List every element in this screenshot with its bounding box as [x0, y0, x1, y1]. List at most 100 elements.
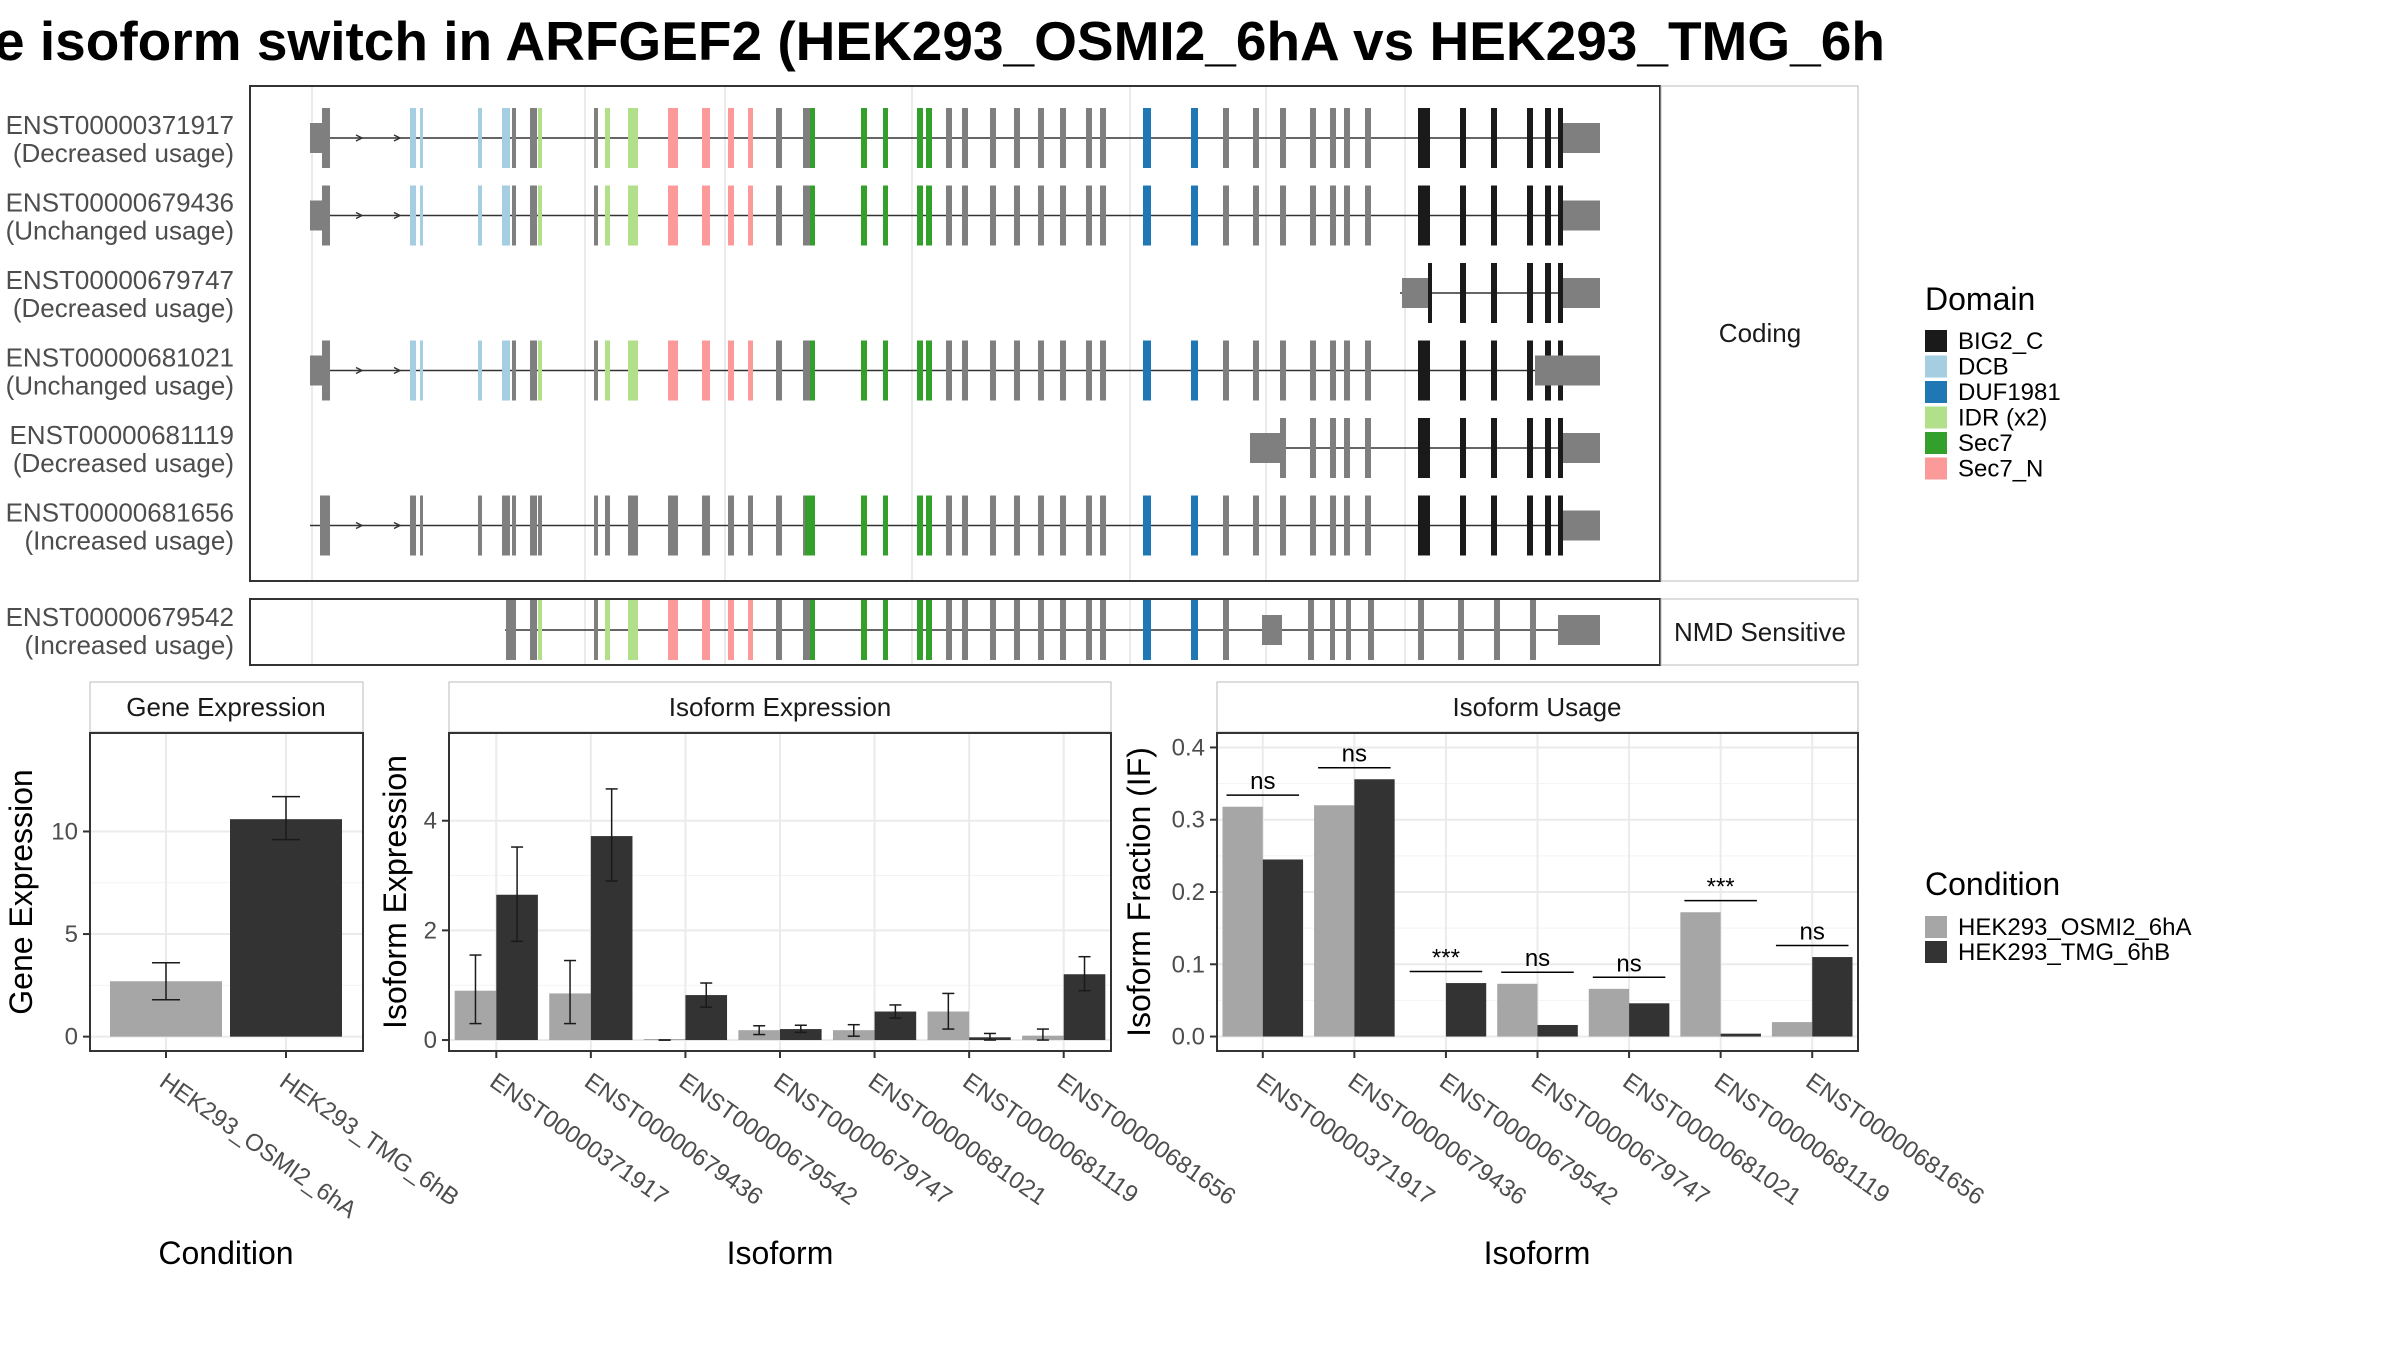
exon — [1330, 495, 1336, 556]
domain-legend-swatch — [1925, 432, 1947, 454]
exon-idr-x2- — [538, 600, 542, 660]
exon — [530, 108, 537, 168]
exon — [1310, 418, 1316, 478]
transcript-usage-label: (Unchanged usage) — [6, 371, 234, 401]
exon — [502, 495, 510, 556]
strand-arrow-icon — [393, 366, 402, 375]
exon-duf1981 — [1143, 600, 1151, 660]
exon-sec7 — [917, 108, 923, 168]
exon — [1223, 340, 1229, 401]
exon — [803, 108, 810, 168]
gene-expression-xlabel: Condition — [158, 1235, 293, 1271]
isoform-usage-strip-label: Isoform Usage — [1452, 692, 1621, 722]
exon-big2-c — [1558, 263, 1563, 323]
exon-big2-c — [1545, 495, 1551, 556]
nmd-strip — [1660, 598, 1859, 666]
utr-exon-3prime — [1558, 615, 1600, 645]
exon-sec7 — [917, 340, 923, 401]
isoform-expression-xlabel: Isoform — [727, 1235, 834, 1271]
bar — [780, 1029, 822, 1041]
exon-big2-c — [1527, 495, 1533, 556]
exon-idr-x2- — [605, 600, 610, 660]
nmd-strip-label: NMD Sensitive — [1674, 617, 1846, 647]
utr-exon-3prime — [1563, 510, 1600, 541]
isoform-usage-strip — [1216, 681, 1859, 733]
exon-sec7-n — [702, 185, 710, 246]
coding-strip-label: Coding — [1719, 318, 1801, 348]
exon — [1250, 433, 1282, 463]
exon — [803, 185, 810, 246]
exon — [1262, 615, 1282, 645]
bar — [1771, 1022, 1813, 1037]
utr-exon — [310, 355, 322, 386]
exon-sec7-n — [702, 108, 710, 168]
exon-sec7 — [810, 600, 815, 660]
exon-big2-c — [1527, 108, 1533, 168]
transcript-usage-label: (Decreased usage) — [13, 138, 234, 168]
exon-sec7 — [926, 108, 932, 168]
exon — [1330, 418, 1336, 478]
exon-big2-c — [1491, 185, 1497, 246]
exon — [946, 340, 952, 401]
exon — [776, 108, 782, 168]
exon-big2-c — [1491, 495, 1497, 556]
exon-big2-c — [1545, 185, 1551, 246]
exon-big2-c — [1527, 263, 1533, 323]
exon — [1038, 495, 1044, 556]
exon — [1365, 340, 1371, 401]
gene-expression-bars — [110, 795, 342, 1037]
coding-panel — [249, 85, 1661, 582]
transcript-usage-label: (Increased usage) — [24, 630, 234, 660]
exon — [1100, 108, 1106, 168]
exon-big2-c — [1424, 185, 1430, 246]
exon — [512, 185, 516, 246]
exon — [1280, 185, 1286, 246]
exon-idr-x2- — [538, 108, 542, 168]
utr-exon — [310, 123, 322, 153]
exon-sec7 — [926, 340, 932, 401]
exon-big2-c — [1527, 340, 1533, 401]
exon — [803, 600, 810, 660]
transcript-id-label: ENST00000679542 — [6, 602, 234, 632]
transcript-ENST00000679542 — [505, 600, 1600, 660]
exon — [512, 495, 516, 556]
transcript-id-label: ENST00000681119 — [9, 420, 234, 450]
condition-legend-label: HEK293_OSMI2_6hA — [1958, 914, 2191, 941]
exon — [1014, 495, 1020, 556]
exon — [776, 600, 782, 660]
bar — [230, 819, 342, 1037]
coding-strip — [1660, 85, 1859, 582]
exon-duf1981 — [1191, 340, 1198, 401]
isoform-expression-strip-label: Isoform Expression — [669, 692, 892, 722]
exon-sec7 — [917, 495, 923, 556]
gene-expression-ylabel: Gene Expression — [3, 769, 39, 1014]
strand-arrow-icon — [355, 366, 364, 375]
significance-label: ns — [1616, 950, 1641, 977]
exon — [1086, 600, 1092, 660]
exon — [803, 340, 810, 401]
exon-sec7 — [861, 340, 867, 401]
exon — [1223, 108, 1229, 168]
figure-title: e isoform switch in ARFGEF2 (HEK293_OSMI… — [0, 10, 1885, 72]
exon — [1086, 108, 1092, 168]
exon — [776, 340, 782, 401]
exon — [594, 340, 598, 401]
exon — [1346, 600, 1351, 660]
exon-big2-c — [1424, 340, 1430, 401]
x-tick-label: ENST00000681656 — [1052, 1068, 1240, 1211]
exon-big2-c — [1545, 108, 1551, 168]
exon — [1060, 108, 1066, 168]
exon — [1310, 340, 1316, 401]
y-tick-label: 2 — [424, 917, 437, 944]
utr-exon-3prime — [1563, 433, 1600, 463]
condition-legend-title: Condition — [1925, 866, 2060, 902]
exon — [1280, 340, 1286, 401]
exon — [1060, 340, 1066, 401]
exon — [728, 495, 734, 556]
exon — [1060, 495, 1066, 556]
condition-legend-swatch — [1925, 916, 1947, 938]
exon-big2-c — [1418, 185, 1424, 246]
gene-expression-strip — [89, 681, 364, 733]
